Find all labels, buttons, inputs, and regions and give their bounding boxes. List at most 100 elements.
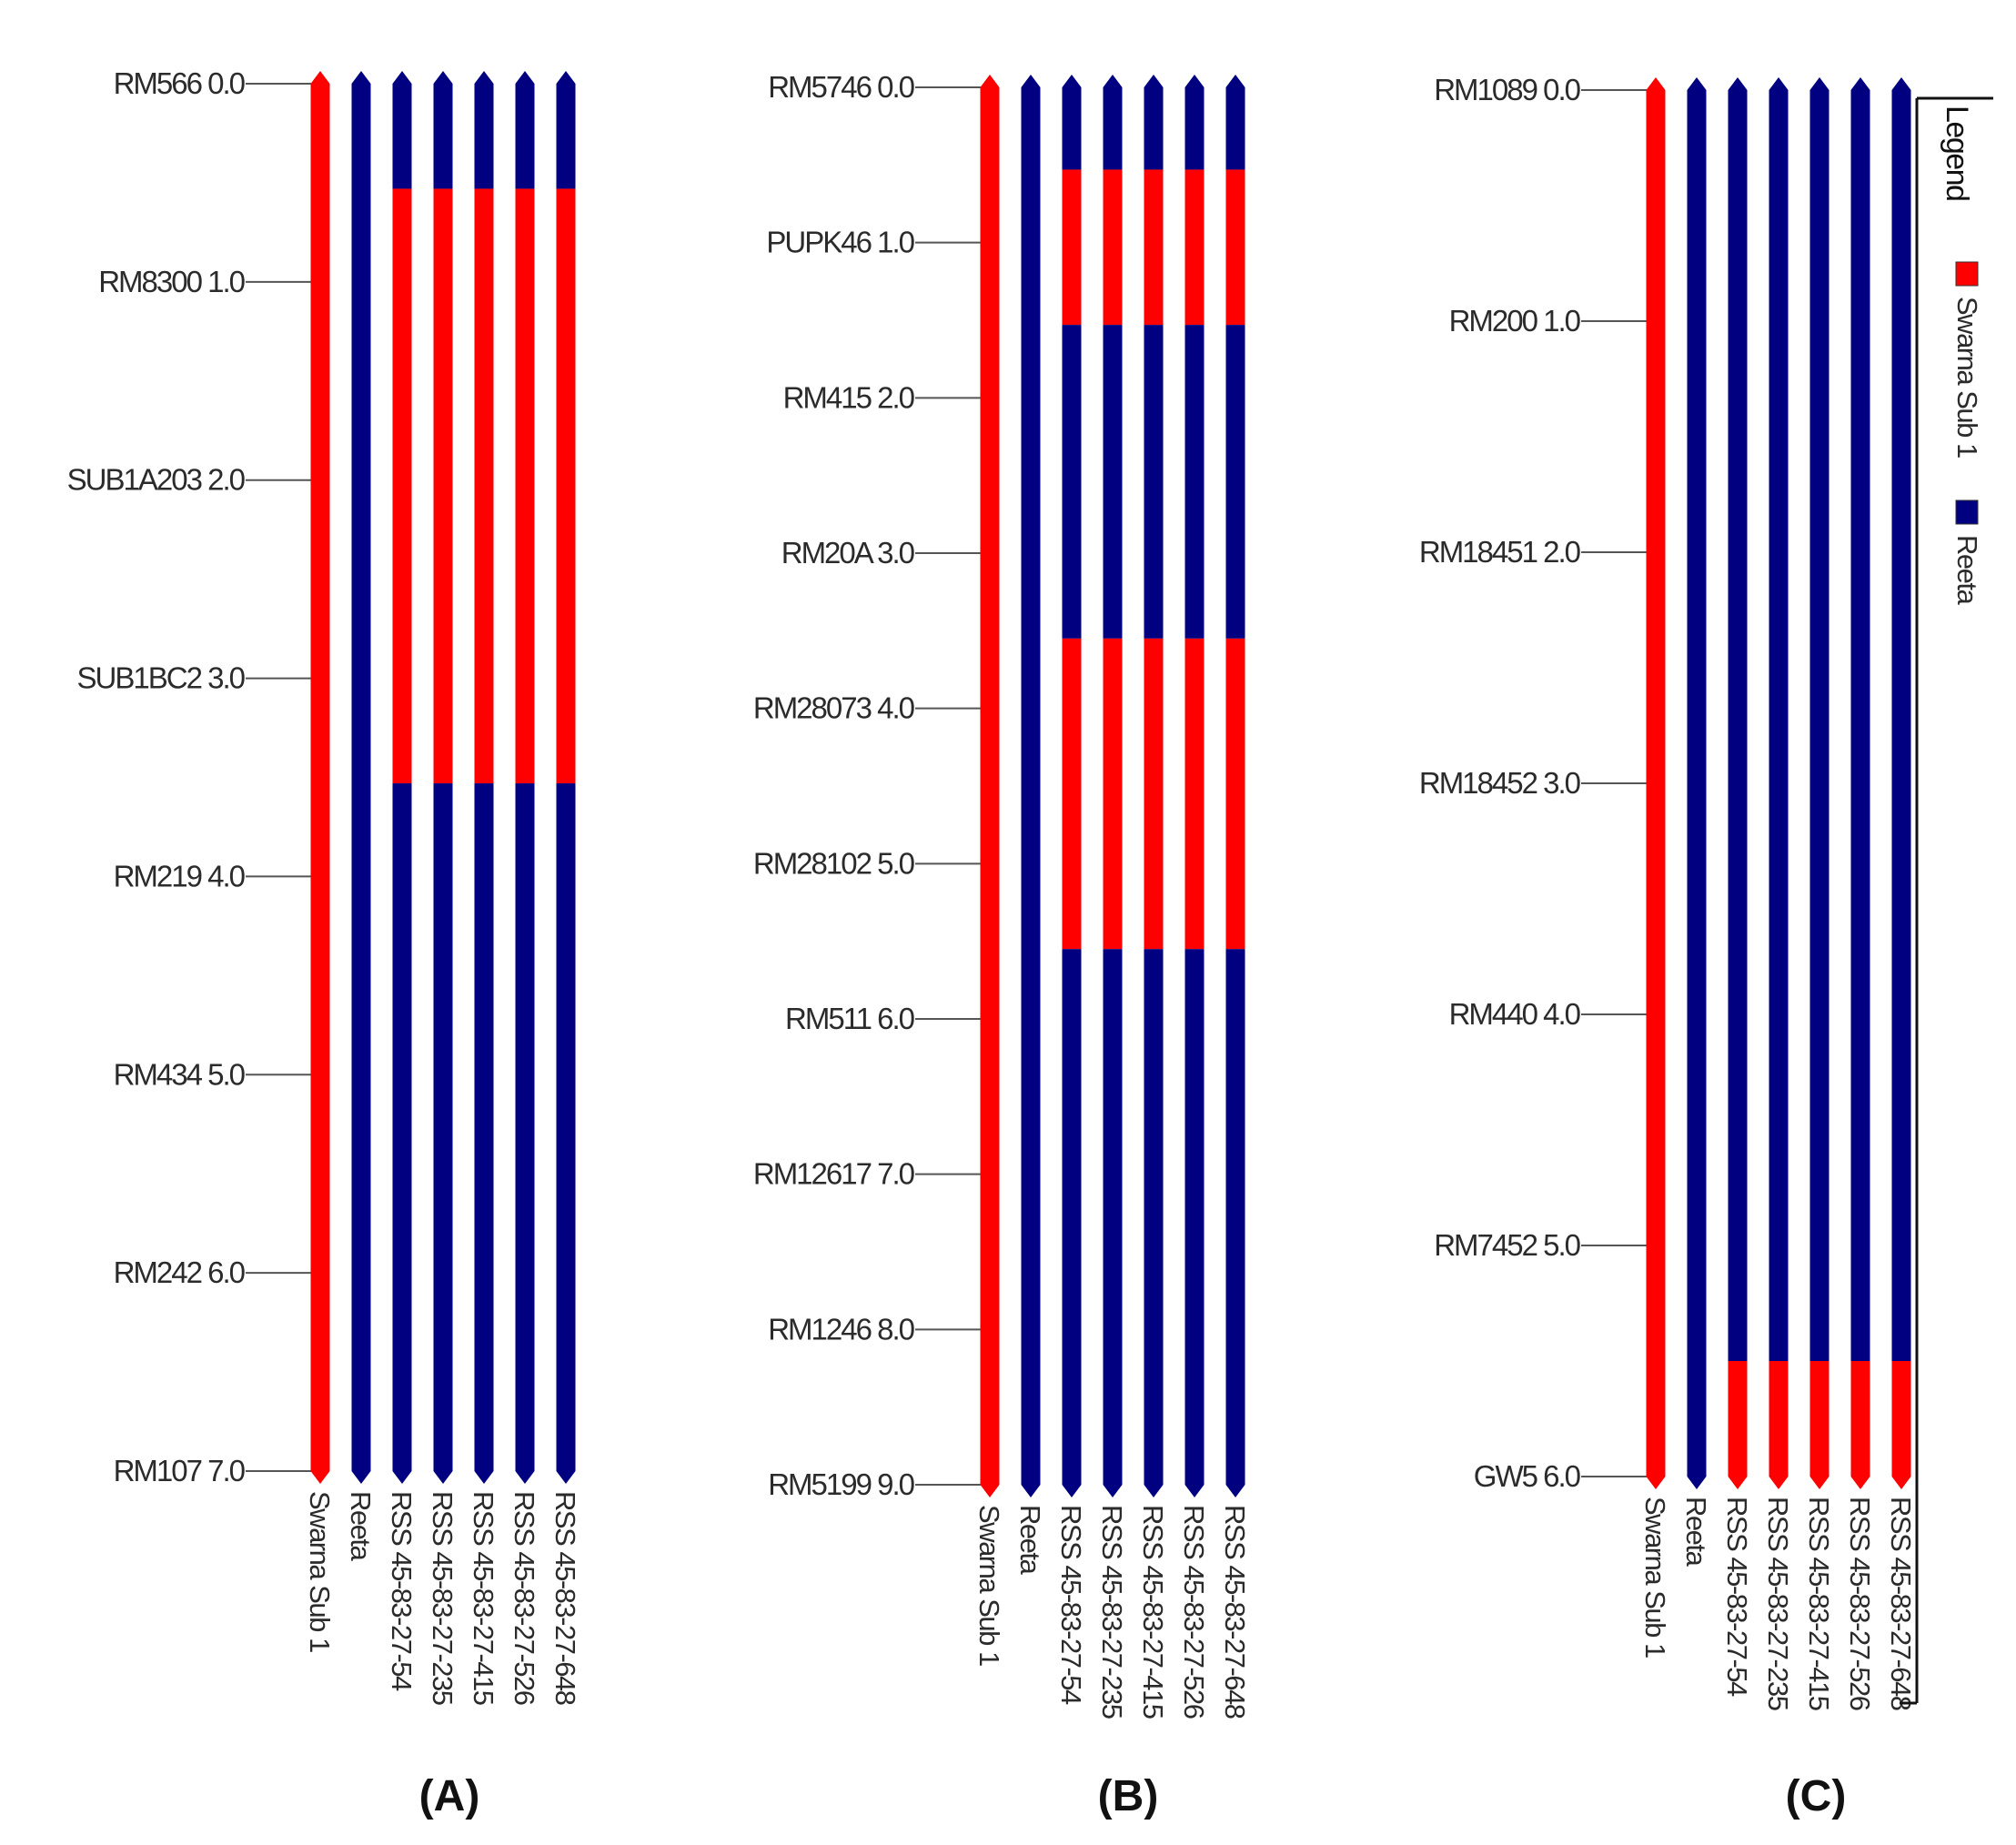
- genotype-segment: [556, 783, 576, 1471]
- genotype-segment: [1809, 90, 1830, 1361]
- line-label: RSS 45-83-27-54: [386, 1491, 418, 1691]
- panel-b: RM5746 0.0 PUPK46 1.0 RM415 2.0 RM20A 3.0 RM…: [753, 70, 1251, 1820]
- marker-label: RM20A 3.0: [781, 536, 915, 570]
- marker-label: SUB1BC2 3.0: [77, 661, 246, 695]
- genotype-segment: [1728, 90, 1748, 1361]
- genotype-segment: [556, 84, 576, 189]
- marker-label: RM200 1.0: [1449, 304, 1581, 338]
- genotype-segment: [433, 84, 453, 189]
- line-label: RSS 45-83-27-415: [1803, 1497, 1835, 1710]
- genotype-segment: [1103, 169, 1123, 326]
- chromosome-bar: [433, 71, 453, 1484]
- marker-label: PUPK46 1.0: [766, 226, 914, 259]
- line-label: RSS 45-83-27-415: [1137, 1505, 1169, 1719]
- genotype-segment: [1850, 1361, 1870, 1477]
- chromosome-bar: [1850, 77, 1870, 1489]
- line-label: RSS 45-83-27-526: [509, 1491, 540, 1705]
- line-label: Swarna Sub 1: [973, 1505, 1005, 1666]
- genotype-segment: [1184, 638, 1205, 950]
- line-label: Reeta: [1680, 1497, 1712, 1567]
- genotype-segment: [515, 188, 535, 784]
- bar-cap-bottom: [1646, 1477, 1666, 1489]
- genotype-segment: [1103, 87, 1123, 170]
- panel-label: (B): [1098, 1772, 1159, 1820]
- bar-cap-bottom: [1062, 1485, 1082, 1497]
- line-label: RSS 45-83-27-648: [1219, 1505, 1251, 1719]
- genotype-segment: [1225, 169, 1245, 326]
- marker-label: RM18452 3.0: [1419, 766, 1581, 800]
- bar-cap-top: [1891, 77, 1911, 90]
- bar-cap-top: [1850, 77, 1870, 90]
- marker-label: RM566 0.0: [114, 66, 246, 100]
- genotype-segment: [1103, 638, 1123, 950]
- chromosome-bar: [1021, 75, 1041, 1497]
- genotype-segment: [392, 188, 412, 784]
- chromosome-bar: [1728, 77, 1748, 1489]
- bar-cap-top: [1184, 75, 1205, 87]
- marker-label: RM107 7.0: [114, 1454, 246, 1487]
- bar-cap-top: [1646, 77, 1666, 90]
- genotype-segment: [1769, 90, 1789, 1361]
- panel-label: (C): [1786, 1772, 1847, 1820]
- genotype-segment: [433, 188, 453, 784]
- genotype-segment: [474, 783, 494, 1471]
- bar-cap-top: [310, 71, 330, 84]
- bar-cap-top: [980, 75, 1000, 87]
- bar-cap-bottom: [515, 1471, 535, 1484]
- genotype-segment: [1225, 949, 1245, 1485]
- marker-label: RM12617 7.0: [753, 1157, 915, 1191]
- genotype-segment: [515, 84, 535, 189]
- genotype-segment: [433, 783, 453, 1471]
- genotype-segment: [1103, 325, 1123, 639]
- genotype-segment: [1144, 949, 1164, 1485]
- bar-cap-top: [556, 71, 576, 84]
- genotype-segment: [351, 84, 371, 1471]
- bar-cap-top: [1062, 75, 1082, 87]
- chromosome-bar: [980, 75, 1000, 1497]
- genotype-segment: [1184, 169, 1205, 326]
- line-label: RSS 45-83-27-526: [1178, 1505, 1210, 1719]
- bar-cap-bottom: [1687, 1477, 1707, 1489]
- genotype-segment: [515, 783, 535, 1471]
- genotype-segment: [1809, 1361, 1830, 1477]
- bar-cap-bottom: [351, 1471, 371, 1484]
- chromosome-bar: [1144, 75, 1164, 1497]
- marker-label: RM8300 1.0: [98, 265, 245, 298]
- bar-cap-bottom: [310, 1471, 330, 1484]
- marker-label: RM28073 4.0: [753, 691, 915, 725]
- bar-cap-bottom: [1891, 1477, 1911, 1489]
- bar-cap-top: [1103, 75, 1123, 87]
- genotype-segment: [1687, 90, 1707, 1477]
- marker-label: RM219 4.0: [114, 859, 246, 892]
- bar-cap-bottom: [392, 1471, 412, 1484]
- genotype-segment: [392, 84, 412, 189]
- genotype-segment: [1891, 1361, 1911, 1477]
- genotype-segment: [1062, 949, 1082, 1485]
- line-label: RSS 45-83-27-235: [1762, 1497, 1794, 1710]
- chromosome-bar: [515, 71, 535, 1484]
- bar-cap-bottom: [474, 1471, 494, 1484]
- genotype-segment: [1225, 638, 1245, 950]
- marker-label: GW5 6.0: [1474, 1459, 1581, 1493]
- genotype-segment: [1891, 90, 1911, 1361]
- line-label: Reeta: [1014, 1505, 1046, 1575]
- bar-cap-top: [392, 71, 412, 84]
- chromosome-bar: [1769, 77, 1789, 1489]
- line-label: RSS 45-83-27-526: [1844, 1497, 1876, 1710]
- marker-label: RM5199 9.0: [768, 1467, 914, 1501]
- genotype-segment: [1184, 949, 1205, 1485]
- genotype-segment: [1769, 1361, 1789, 1477]
- bar-cap-bottom: [433, 1471, 453, 1484]
- marker-label: RM440 4.0: [1449, 997, 1581, 1031]
- chromosome-bar: [1646, 77, 1666, 1489]
- bar-cap-top: [351, 71, 371, 84]
- line-label: RSS 45-83-27-648: [549, 1491, 581, 1705]
- line-label: Swarna Sub 1: [304, 1491, 336, 1652]
- chromosome-bar: [1225, 75, 1245, 1497]
- chromosome-bar: [1062, 75, 1082, 1497]
- bar-cap-bottom: [1850, 1477, 1870, 1489]
- chromosome-bar: [1809, 77, 1830, 1489]
- chromosome-bar: [1687, 77, 1707, 1489]
- marker-label: RM1246 8.0: [768, 1312, 914, 1346]
